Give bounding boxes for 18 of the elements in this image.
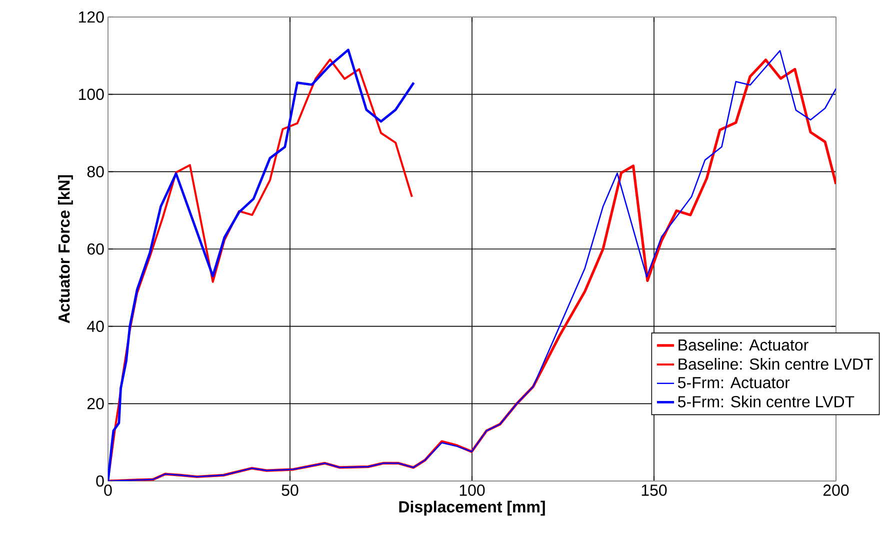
y-axis-title: Actuator Force [kN] xyxy=(58,175,73,324)
y-tick-label: 120 xyxy=(78,11,104,23)
legend-label: 5-Frm: Actuator xyxy=(678,377,790,388)
legend-label: Baseline: Skin centre LVDT xyxy=(678,358,873,370)
y-tick-label: 0 xyxy=(96,475,104,487)
x-tick-label: 100 xyxy=(460,484,485,496)
y-tick-label: 80 xyxy=(87,166,104,178)
x-axis-title: Displacement [mm] xyxy=(399,500,545,516)
y-tick-label: 20 xyxy=(87,398,104,410)
x-tick-label: 50 xyxy=(282,484,298,496)
x-tick-label: 150 xyxy=(642,484,667,496)
legend-label: Baseline: Actuator xyxy=(678,338,808,351)
legend-label: 5-Frm: Skin centre LVDT xyxy=(678,396,854,408)
y-tick-label: 60 xyxy=(87,243,104,255)
y-tick-label: 100 xyxy=(78,88,104,100)
x-tick-label: 200 xyxy=(823,484,849,496)
x-tick-label: 0 xyxy=(104,484,112,496)
y-tick-label: 40 xyxy=(87,320,104,332)
